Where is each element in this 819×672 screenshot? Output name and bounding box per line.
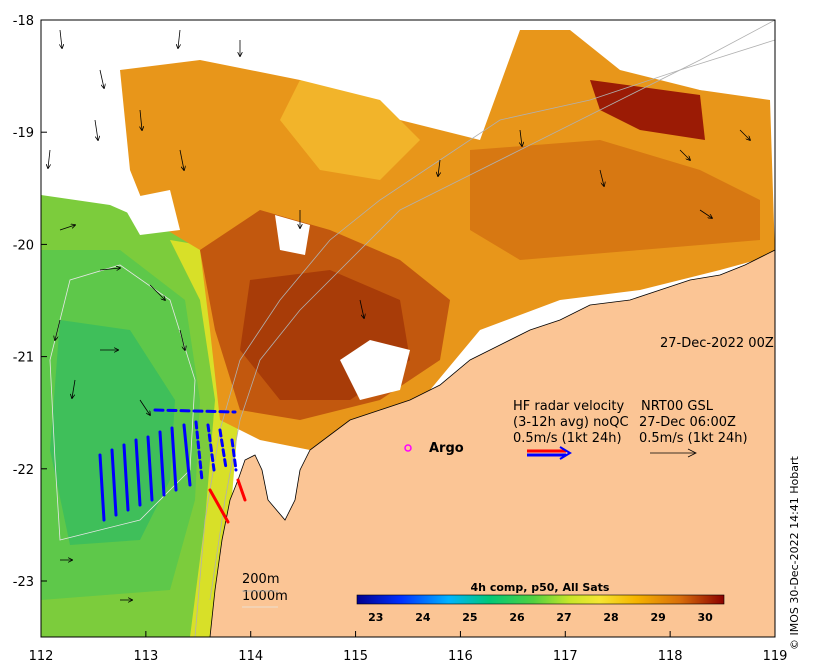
legend-line2-right: 27-Dec 06:00Z — [639, 415, 736, 430]
colorbar-tick-label: 23 — [368, 611, 383, 624]
vector-legend: HF radar velocity NRT00 GSL (3-12h avg) … — [513, 399, 748, 460]
x-tick-label: 116 — [448, 649, 473, 664]
x-tick-label: 114 — [238, 649, 263, 664]
legend-line2-left: (3-12h avg) noQC — [513, 415, 629, 430]
colorbar-tick-label: 30 — [698, 611, 714, 624]
legend-line3-right: 0.5m/s (1kt 24h) — [639, 431, 748, 446]
colorbar-tick-label: 28 — [603, 611, 618, 624]
land-mass — [209, 249, 775, 637]
argo-label: Argo — [429, 441, 464, 456]
legend-line1-left: HF radar velocity — [513, 399, 625, 414]
colorbar-tick-label: 24 — [415, 611, 431, 624]
y-tick-label: -21 — [13, 351, 34, 366]
x-tick-label: 112 — [29, 649, 54, 664]
x-axis: 112 113 114 115 116 117 118 119 — [29, 631, 788, 664]
y-axis: -18 -19 -20 -21 -22 -23 — [13, 14, 47, 590]
colorbar-tick-label: 29 — [650, 611, 665, 624]
x-tick-label: 113 — [133, 649, 158, 664]
x-tick-label: 119 — [763, 649, 788, 664]
colorbar-tick-label: 26 — [509, 611, 525, 624]
legend-line1-right: NRT00 GSL — [641, 399, 714, 414]
x-tick-label: 118 — [658, 649, 683, 664]
date-label: 27-Dec-2022 00Z — [660, 336, 774, 351]
colorbar-title: 4h comp, p50, All Sats — [471, 581, 610, 594]
legend-model-arrowhead — [687, 448, 697, 458]
colorbar-tick-label: 27 — [556, 611, 571, 624]
current-arrows — [48, 29, 750, 600]
map-plot-area: Argo 27-Dec-2022 00Z HF radar velocity N… — [41, 20, 775, 637]
credit-label: © IMOS 30-Dec-2022 14:41 Hobart — [788, 456, 801, 650]
legend-line3-left: 0.5m/s (1kt 24h) — [513, 431, 622, 446]
y-tick-label: -22 — [13, 463, 34, 478]
y-tick-label: -18 — [13, 14, 34, 29]
colorbar-tick-label: 25 — [462, 611, 477, 624]
y-tick-label: -20 — [13, 238, 34, 253]
isobath-1000-label: 1000m — [242, 589, 288, 604]
colorbar: 4h comp, p50, All Sats 23 24 25 26 27 28 29 30 — [356, 581, 725, 624]
sst-field — [41, 20, 775, 637]
colorbar-gradient — [356, 594, 725, 605]
isobath-200-label: 200m — [242, 572, 279, 587]
hf-radar-vectors — [98, 408, 247, 524]
plot-frame — [40, 19, 776, 638]
x-tick-label: 115 — [343, 649, 368, 664]
x-tick-label: 117 — [553, 649, 578, 664]
y-tick-label: -19 — [13, 126, 34, 141]
argo-marker — [404, 444, 412, 452]
y-tick-label: -23 — [13, 575, 34, 590]
legend-radar-arrowhead — [559, 446, 572, 460]
